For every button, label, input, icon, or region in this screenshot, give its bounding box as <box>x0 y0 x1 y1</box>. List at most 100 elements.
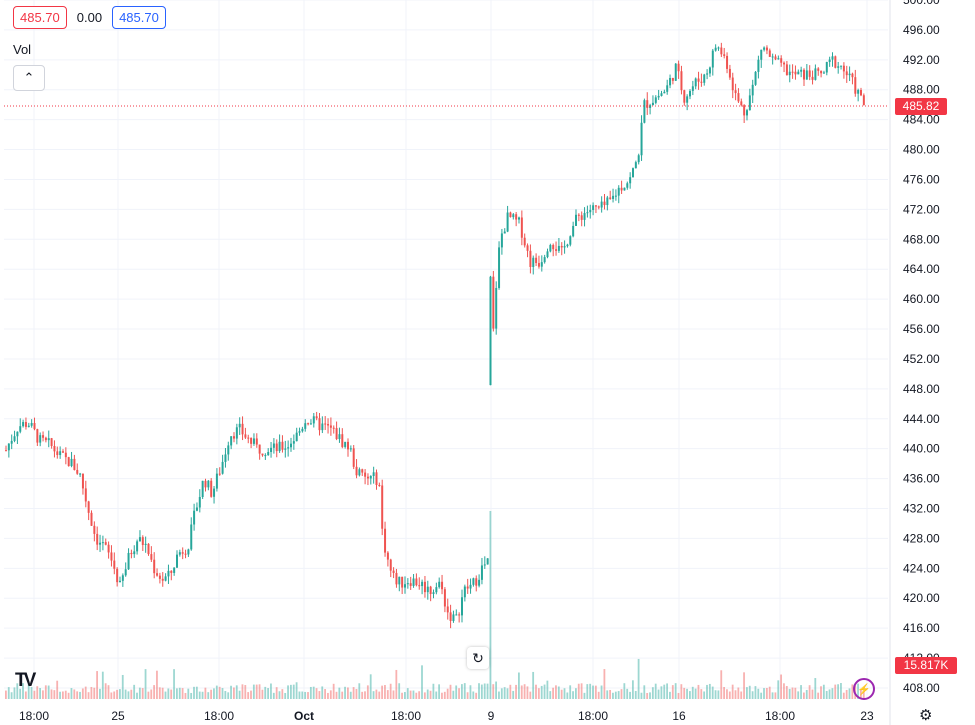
gear-icon[interactable]: ⚙ <box>919 707 933 724</box>
candle-body <box>848 73 851 76</box>
candle-body <box>381 485 384 529</box>
candle-body <box>794 71 797 75</box>
volume-bar <box>278 691 281 699</box>
time-axis[interactable]: 18:00 25 18:00 Oct 18:00 9 18:00 16 18:00 23 <box>19 709 874 723</box>
candle-body <box>632 168 634 178</box>
volume-bar <box>791 687 794 699</box>
volume-bar <box>452 690 455 699</box>
ask-price-button[interactable]: 485.70 <box>112 6 166 29</box>
volume-bar <box>634 690 637 699</box>
volume-bar <box>623 683 626 699</box>
candle-body <box>335 428 338 440</box>
candle-body <box>851 73 854 78</box>
candle-body <box>47 438 50 441</box>
volume-bar <box>104 683 107 699</box>
bid-price-button[interactable]: 485.70 <box>13 6 67 29</box>
volume-indicator-label[interactable]: Vol <box>13 42 32 57</box>
candle-body <box>629 177 632 184</box>
volume-bar <box>312 686 315 699</box>
volume-bar <box>50 689 53 699</box>
candle-body <box>176 554 178 568</box>
candle-body <box>36 429 39 443</box>
chevron-up-icon[interactable]: ⌃ <box>13 65 45 91</box>
candle-body <box>250 438 253 444</box>
price-tick-label: 476.00 <box>903 172 940 186</box>
candle-body <box>30 423 33 426</box>
candle-body <box>860 89 862 96</box>
volume-bar <box>47 685 50 699</box>
volume-bar <box>341 691 344 699</box>
volume-bar <box>99 688 101 699</box>
volume-bar <box>327 692 329 699</box>
candle-body <box>831 56 834 60</box>
candle-body <box>53 446 56 452</box>
volume-bar <box>617 691 620 699</box>
volume-bar <box>720 670 723 699</box>
candle-body <box>193 510 196 525</box>
candle-body <box>358 469 361 476</box>
candle-body <box>785 64 788 76</box>
candle-body <box>207 480 210 488</box>
volume-bar <box>763 688 765 699</box>
candle-body <box>421 581 424 587</box>
candle-body <box>144 543 147 545</box>
candle-body <box>90 512 93 526</box>
candle-body <box>478 579 481 586</box>
volume-bar <box>845 689 848 699</box>
price-tick-label: 456.00 <box>903 322 940 336</box>
candle-body <box>503 231 506 234</box>
candle-body <box>227 445 230 455</box>
volume-bar <box>141 688 144 699</box>
volume-bar <box>785 686 788 699</box>
candle-body <box>369 476 372 479</box>
volume-bar <box>295 682 298 699</box>
volume-bar <box>435 691 438 699</box>
price-tick-label: 416.00 <box>903 621 940 635</box>
volume-bar <box>552 687 554 699</box>
candle-body <box>552 245 555 250</box>
candle-body <box>711 50 714 68</box>
volume-bar <box>820 686 822 699</box>
volume-bar <box>723 687 725 699</box>
tradingview-logo-icon[interactable]: TV <box>15 670 36 691</box>
volume-bar <box>426 689 429 699</box>
volume-bar <box>13 687 16 699</box>
candle-body <box>580 215 583 220</box>
volume-bar <box>731 684 734 699</box>
volume-bar <box>96 671 98 699</box>
candle-body <box>466 586 469 589</box>
volume-bar <box>788 688 791 699</box>
candle-body <box>737 93 740 102</box>
time-tick-label: 18:00 <box>765 709 795 723</box>
price-axis[interactable]: 500.00 496.00 492.00 488.00 484.00 480.00 476.… <box>903 0 940 695</box>
volume-bar <box>643 685 646 699</box>
lightning-icon[interactable]: ⚡ <box>853 678 875 700</box>
candle-body <box>298 431 301 433</box>
candle-body <box>768 50 771 57</box>
volume-bar <box>526 686 529 699</box>
volume-bar <box>24 691 27 699</box>
time-tick-label: 18:00 <box>578 709 608 723</box>
candle-body <box>136 541 139 552</box>
reset-chart-icon[interactable]: ↻ <box>467 647 489 669</box>
candle-body <box>626 183 629 188</box>
candle-body <box>435 587 438 593</box>
candle-body <box>757 59 760 72</box>
candle-body <box>825 61 828 73</box>
candle-body <box>777 58 780 60</box>
candle-body <box>543 257 546 263</box>
volume-bar <box>549 691 552 699</box>
candle-body <box>295 432 298 442</box>
candle-body <box>617 187 620 196</box>
volume-bar <box>737 687 740 699</box>
volume-bar <box>241 684 244 699</box>
volume-bar <box>332 683 335 699</box>
candle-body <box>461 597 463 616</box>
candle-body <box>304 423 307 429</box>
candle-body <box>241 423 244 435</box>
volume-bar <box>783 683 785 699</box>
volume-bar <box>566 692 569 699</box>
volume-bar <box>116 689 118 699</box>
candle-body <box>50 438 53 447</box>
